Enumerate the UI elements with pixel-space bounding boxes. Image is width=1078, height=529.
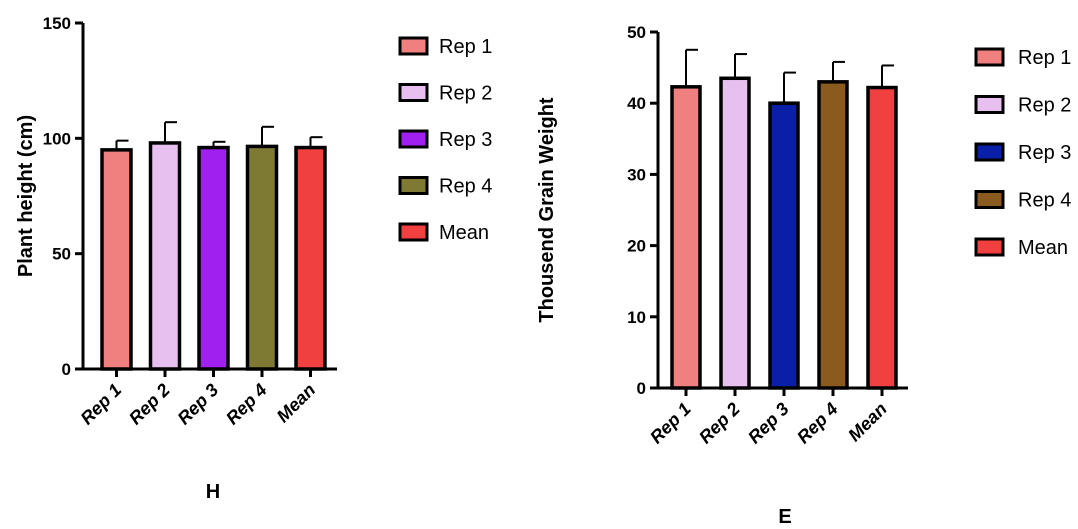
- bar-2: [768, 101, 800, 390]
- x-tick-label: Rep 4: [222, 380, 271, 429]
- legend-swatch-3: [974, 190, 1005, 209]
- bar-3: [245, 144, 279, 371]
- bar-1: [148, 141, 182, 371]
- y-tick-label: 50: [52, 245, 71, 264]
- legend-label: Rep 1: [1018, 47, 1071, 69]
- x-tick-label: Rep 2: [695, 399, 744, 448]
- x-tick-label: Rep 1: [77, 380, 126, 429]
- y-tick-label: 0: [62, 360, 71, 379]
- x-tick-label: Rep 3: [174, 380, 223, 429]
- legend-swatch-2: [974, 142, 1005, 162]
- legend-swatch-4: [974, 237, 1005, 257]
- y-tick-label: 30: [627, 165, 646, 184]
- x-tick-label: Rep 4: [793, 399, 842, 448]
- legend-swatch-0: [398, 36, 429, 56]
- bar-0: [100, 148, 133, 371]
- legend-swatch-1: [974, 95, 1005, 114]
- y-tick-label: 150: [43, 14, 71, 33]
- legend-label: Rep 4: [439, 176, 492, 198]
- x-tick-label: Mean: [273, 380, 320, 427]
- legend-label: Mean: [1018, 237, 1068, 259]
- legend-label: Rep 2: [1018, 95, 1071, 117]
- bar-3: [817, 80, 849, 390]
- bar-0: [670, 85, 702, 390]
- y-tick-label: 100: [43, 129, 71, 148]
- legend-label: Rep 1: [439, 36, 492, 58]
- legend-swatch-3: [398, 176, 429, 195]
- bar-4: [294, 145, 327, 371]
- x-tick-label: Rep 3: [744, 399, 793, 448]
- legend-swatch-1: [398, 83, 429, 102]
- legend-label: Rep 3: [439, 129, 492, 151]
- legend-label: Mean: [439, 222, 489, 244]
- y-axis-label: Thousend Grain Weight: [536, 97, 558, 323]
- legend-label: Rep 2: [439, 83, 492, 105]
- y-axis-label: Plant height (cm): [15, 115, 37, 277]
- x-tick-label: Mean: [844, 399, 891, 446]
- panel-label: H: [206, 481, 220, 503]
- legend-swatch-2: [398, 129, 429, 149]
- panel-label: E: [778, 506, 791, 528]
- bar-4: [866, 85, 898, 390]
- legend-swatch-4: [398, 222, 429, 242]
- legend-label: Rep 3: [1018, 142, 1071, 164]
- y-tick-label: 10: [627, 308, 646, 327]
- bar-2: [197, 145, 230, 371]
- x-tick-label: Rep 1: [646, 399, 695, 448]
- y-tick-label: 0: [637, 379, 646, 398]
- legend-label: Rep 4: [1018, 190, 1071, 212]
- legend-swatch-0: [974, 47, 1005, 67]
- bar-1: [719, 76, 751, 390]
- y-tick-label: 40: [627, 94, 646, 113]
- y-tick-label: 50: [627, 23, 646, 42]
- y-tick-label: 20: [627, 237, 646, 256]
- x-tick-label: Rep 2: [125, 380, 174, 429]
